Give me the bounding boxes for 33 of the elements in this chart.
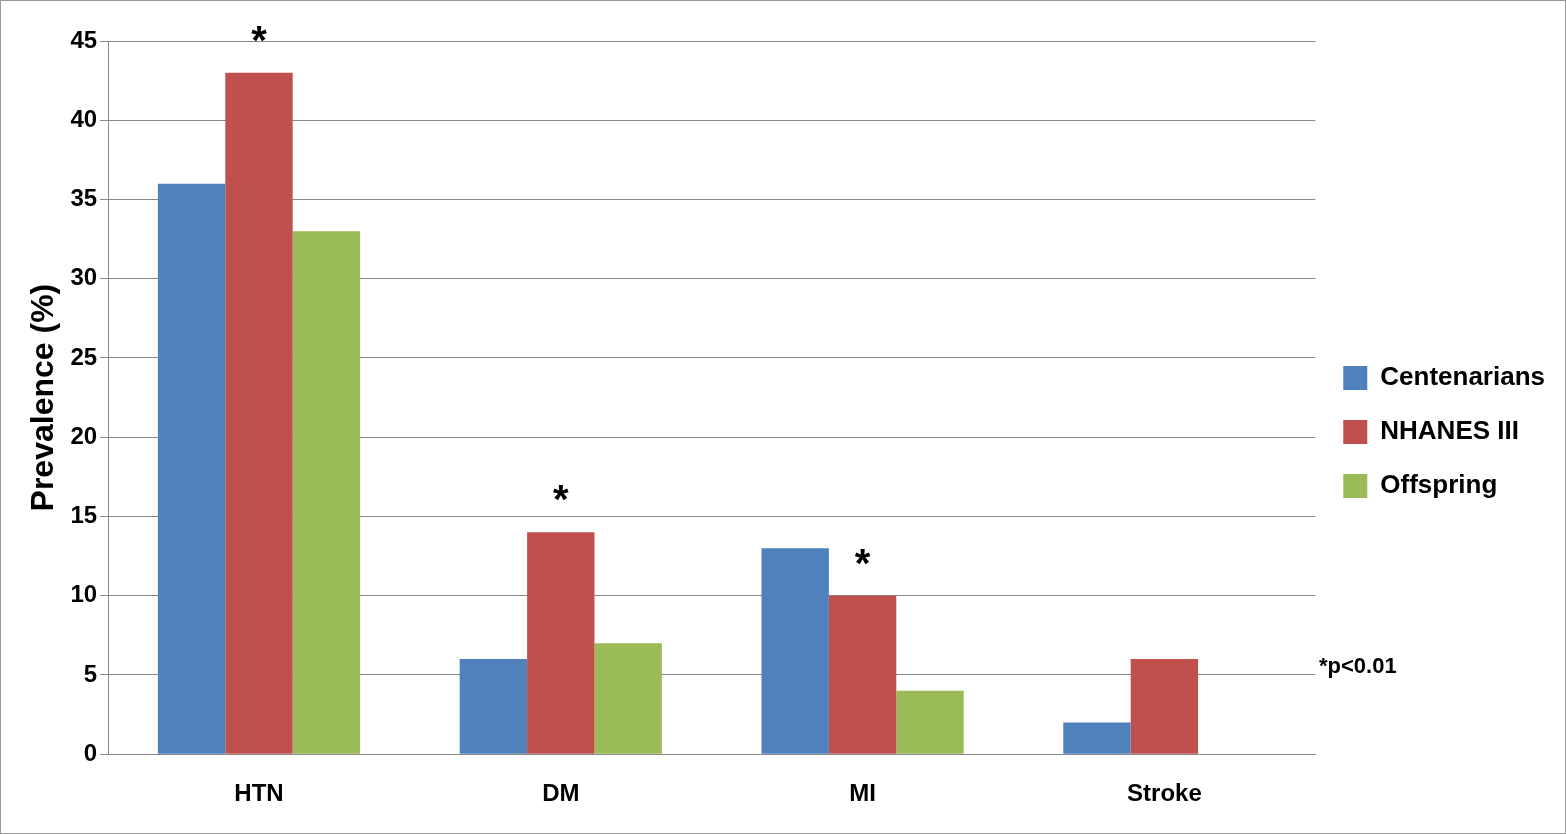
- x-tick-label: DM: [542, 779, 580, 807]
- annotation: *: [854, 540, 871, 585]
- bar: [292, 231, 361, 754]
- y-tick-label: 30: [70, 263, 98, 291]
- bar: [225, 72, 293, 754]
- x-tick-label: HTN: [234, 779, 284, 807]
- legend-label: NHANES III: [1380, 415, 1519, 446]
- y-tick-label: 45: [70, 25, 98, 53]
- x-tick-label: Stroke: [1127, 779, 1202, 807]
- bar: [1063, 722, 1131, 754]
- y-axis-title: Prevalence (%): [24, 283, 61, 512]
- annotation: *: [251, 17, 268, 62]
- x-tick-label: MI: [849, 779, 876, 807]
- y-tick-label: 35: [70, 184, 98, 212]
- bar: [761, 548, 829, 754]
- y-tick-label: 0: [83, 738, 98, 766]
- bar: [1130, 659, 1199, 754]
- legend-label: Centenarians: [1380, 361, 1546, 392]
- y-tick-label: 15: [70, 501, 98, 529]
- y-tick-label: 5: [83, 659, 98, 687]
- y-tick-label: 20: [70, 421, 98, 449]
- legend-label: Offspring: [1380, 469, 1498, 500]
- bar: [594, 643, 662, 754]
- y-tick-label: 10: [70, 580, 98, 608]
- bar: [459, 659, 528, 754]
- text: *p<0.01: [1319, 653, 1397, 679]
- bar: [896, 690, 964, 754]
- bar: [527, 532, 595, 754]
- bar: [828, 595, 897, 754]
- y-tick-label: 25: [70, 342, 98, 370]
- annotation: *: [553, 477, 569, 522]
- y-tick-label: 40: [70, 104, 98, 132]
- bar: [157, 183, 226, 754]
